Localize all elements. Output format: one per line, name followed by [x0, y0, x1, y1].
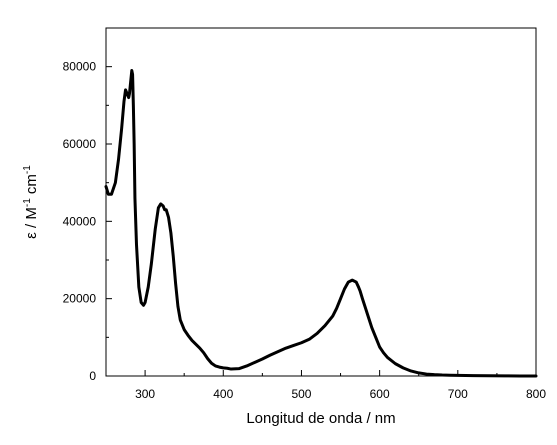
y-axis-title-part: ε / M [23, 207, 40, 239]
y-tick-label: 40000 [63, 214, 97, 228]
axis-layer [105, 27, 537, 377]
x-tick-label: 600 [370, 387, 390, 401]
y-axis-title-superscript: -1 [22, 165, 33, 174]
x-axis-title: Longitud de onda / nm [246, 410, 395, 427]
y-axis-title: ε / M-1 cm-1 [22, 165, 40, 239]
x-tick-label: 300 [135, 387, 155, 401]
y-axis-title-part: cm [23, 174, 40, 198]
x-tick-label: 800 [526, 387, 546, 401]
label-layer: 300 400 500 600 700 800 0 20000 40000 60000 80000 L… [22, 60, 546, 427]
y-axis-title-superscript: -1 [22, 198, 33, 207]
x-tick-label: 400 [213, 387, 233, 401]
y-tick-label: 20000 [63, 292, 97, 306]
x-tick-label: 500 [291, 387, 311, 401]
y-tick-label: 0 [89, 369, 96, 383]
y-tick-label: 80000 [63, 60, 97, 74]
plot-layer [104, 69, 538, 378]
y-tick-label: 60000 [63, 137, 97, 151]
series-line-1 [104, 69, 538, 378]
x-tick-label: 700 [448, 387, 468, 401]
plot-frame [105, 27, 537, 377]
